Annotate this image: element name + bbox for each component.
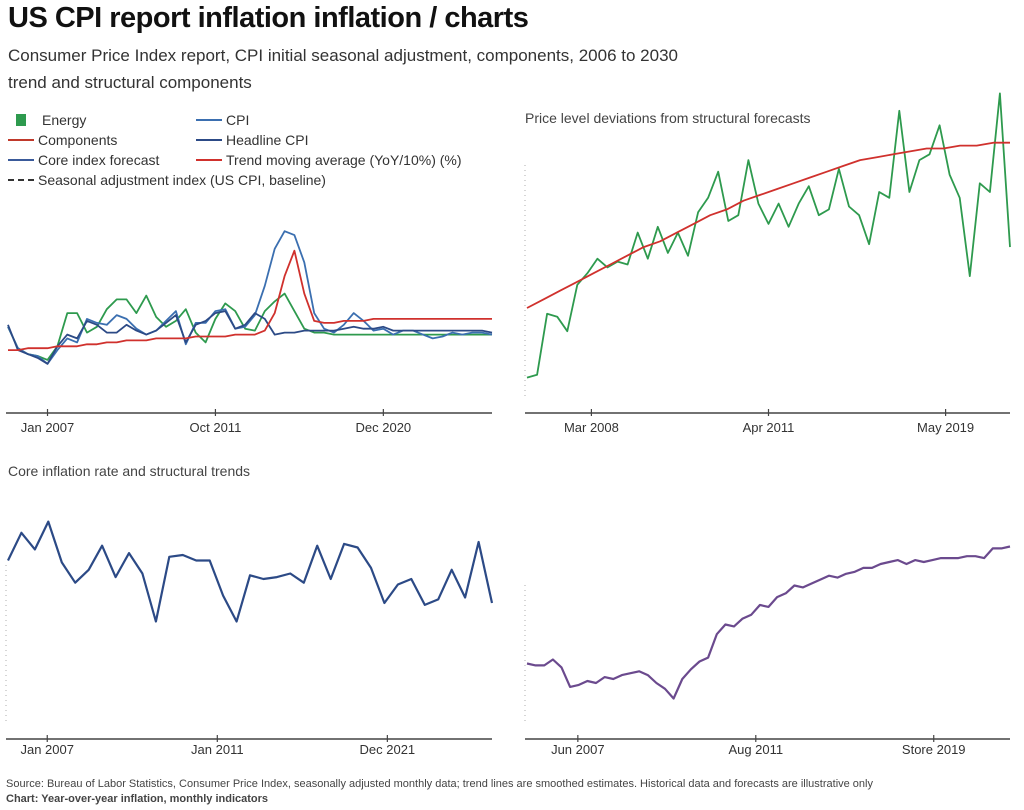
x-tick-label: Apr 2011	[743, 420, 795, 435]
x-tick-label: Aug 2011	[728, 742, 783, 757]
legend-label: Energy	[42, 112, 87, 128]
series-line-index-level	[526, 545, 1011, 700]
x-tick-label: May 2019	[917, 420, 974, 435]
page-title: US CPI report inflation inflation / char…	[8, 2, 529, 34]
footer-line-1: Source: Bureau of Labor Statistics, Cons…	[6, 778, 873, 790]
chart-legend: Energy Components Core index forecast Se…	[8, 110, 528, 200]
legend-item-components: Components	[8, 130, 117, 150]
legend-item-core-forecast: Core index forecast	[8, 150, 159, 170]
series-line-trend	[526, 141, 1010, 309]
legend-swatch-line	[196, 119, 222, 121]
legend-label: CPI	[226, 112, 250, 128]
chart-1: Jan 2007 Oct 2011 Dec 2020	[6, 230, 493, 435]
legend-swatch-line	[8, 139, 34, 141]
legend-swatch-dash	[8, 179, 34, 181]
legend-label: Core index forecast	[38, 152, 160, 168]
legend-swatch-box	[16, 114, 26, 126]
panel-3-title: Core inflation rate and structural trend…	[8, 463, 251, 479]
subtitle-line-1: Consumer Price Index report, CPI initial…	[8, 46, 678, 65]
x-tick-label: Jan 2007	[20, 742, 74, 757]
legend-swatch-line	[8, 159, 34, 161]
series-line-trend-moving-average	[8, 249, 492, 352]
series-line-core-cpi	[7, 520, 494, 623]
x-tick-label: Oct 2011	[190, 420, 242, 435]
series-line-energy	[7, 292, 492, 361]
subtitle-line-2: trend and structural components	[8, 73, 252, 92]
legend-item-cpi: CPI	[196, 110, 249, 130]
legend-label: Trend moving average (YoY/10%) (%)	[226, 152, 462, 168]
legend-label: Components	[38, 132, 118, 148]
legend-item-energy: Energy	[8, 110, 86, 130]
legend-label: Seasonal adjustment index (US CPI, basel…	[38, 172, 326, 188]
x-tick-label: Jan 2007	[21, 420, 75, 435]
x-tick-label: Dec 2021	[360, 742, 416, 757]
panel-2-title: Price level deviations from structural f…	[525, 110, 811, 126]
chart-2: Mar 2008 Apr 2011 May 2019	[524, 92, 1011, 435]
x-tick-label: Jan 2011	[191, 742, 244, 757]
series-line-cpi	[7, 230, 493, 365]
page-subtitle: Consumer Price Index report, CPI initial…	[8, 42, 1008, 96]
legend-swatch-line	[196, 159, 222, 161]
legend-swatch-line	[196, 139, 222, 141]
legend-item-trend: Trend moving average (YoY/10%) (%)	[196, 150, 462, 170]
x-tick-label: Dec 2020	[356, 420, 412, 435]
legend-label: Headline CPI	[226, 132, 309, 148]
legend-item-seasonal-adjustment: Seasonal adjustment index (US CPI, basel…	[8, 170, 326, 190]
x-tick-label: Mar 2008	[564, 420, 619, 435]
footer-source: Source: Bureau of Labor Statistics, Cons…	[6, 777, 1016, 807]
series-line-headline-cpi	[7, 310, 493, 365]
chart-4: Jun 2007 Aug 2011 Store 2019	[524, 545, 1011, 757]
chart-3: Jan 2007 Jan 2011 Dec 2021	[5, 520, 494, 757]
legend-item-headline-cpi: Headline CPI	[196, 130, 309, 150]
footer-line-2: Chart: Year-over-year inflation, monthly…	[6, 793, 269, 805]
x-tick-label: Store 2019	[902, 742, 966, 757]
x-tick-label: Jun 2007	[551, 742, 605, 757]
series-line-energy	[526, 92, 1011, 379]
